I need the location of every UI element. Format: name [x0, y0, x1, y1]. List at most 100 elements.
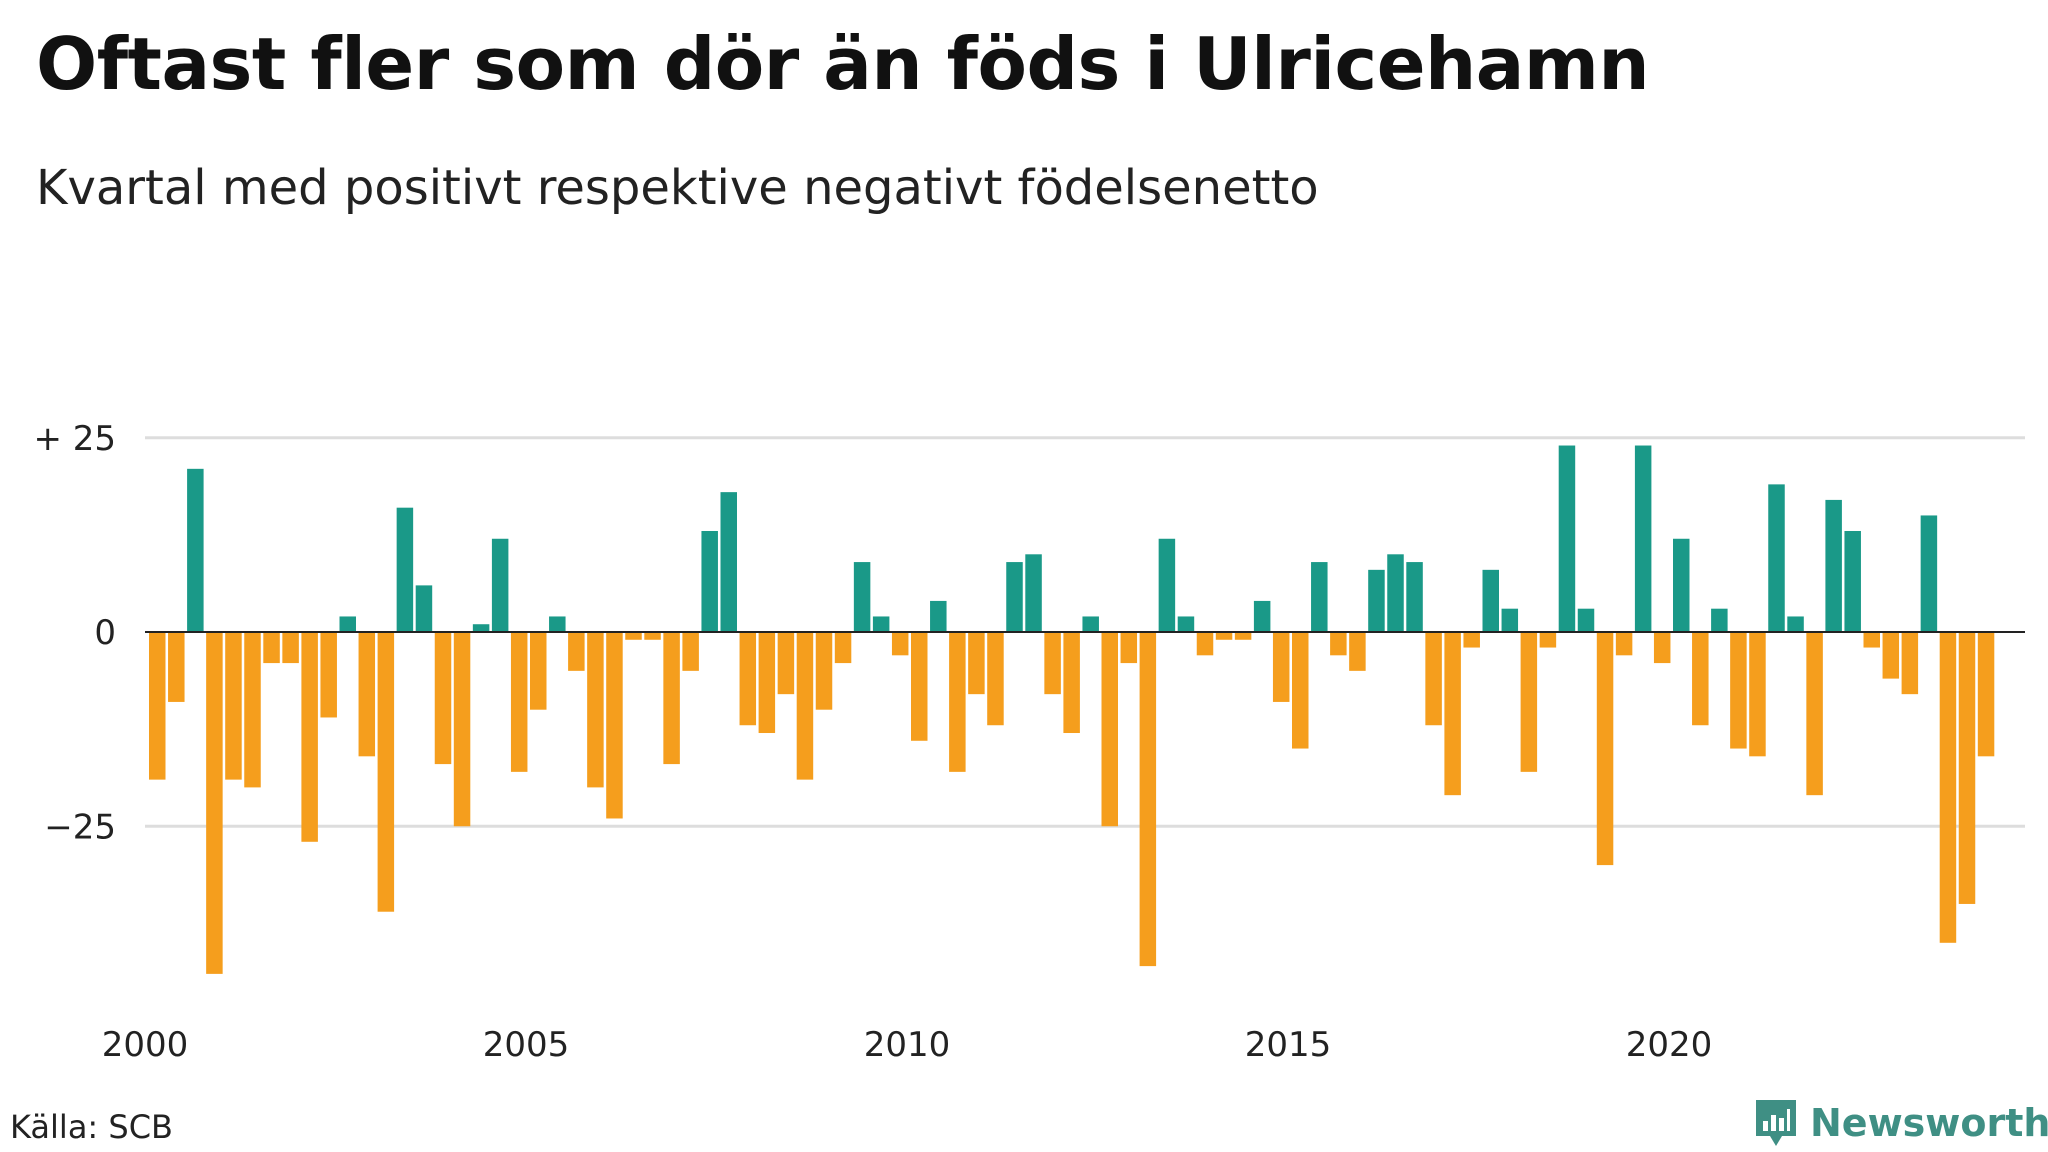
bar: [1387, 554, 1404, 632]
bar: [872, 616, 890, 632]
y-tick-label: + 25: [33, 419, 116, 459]
y-tick-label: −25: [44, 807, 116, 847]
bar: [1520, 632, 1538, 772]
bar: [263, 632, 280, 664]
bar: [434, 632, 452, 765]
bar: [587, 632, 604, 788]
bar: [282, 632, 299, 664]
bar: [510, 632, 528, 772]
bar: [358, 632, 376, 757]
bar: [1806, 632, 1823, 796]
bar: [396, 507, 414, 632]
bar: [1711, 608, 1728, 632]
bar: [1101, 632, 1118, 827]
x-tick-label: 2005: [483, 1025, 570, 1065]
bar: [949, 632, 966, 772]
brand-logo: Newsworthy: [1752, 1096, 2048, 1150]
bar: [1158, 538, 1176, 632]
brand-name: Newsworthy: [1810, 1101, 2048, 1145]
bar: [1139, 632, 1157, 967]
bar: [1863, 632, 1880, 648]
x-tick-label: 2000: [102, 1025, 189, 1065]
bar: [1825, 499, 1842, 632]
bar: [1253, 600, 1271, 632]
bar: [225, 632, 242, 780]
bar: [1596, 632, 1614, 866]
bar: [1768, 484, 1785, 632]
bar: [1082, 616, 1099, 632]
bar: [796, 632, 814, 780]
x-tick-label: 2015: [1245, 1025, 1332, 1065]
bar: [1463, 632, 1480, 648]
bar: [1653, 632, 1671, 664]
bar: [1692, 632, 1709, 726]
x-axis-ticks: 2000 2005 2010 2015 2020: [102, 1025, 1713, 1065]
chart-subtitle: Kvartal med positivt respektive negativt…: [36, 160, 1319, 216]
bar: [891, 632, 909, 656]
bar: [834, 632, 852, 664]
newsworthy-logo-icon: [1756, 1100, 1796, 1146]
bar: [530, 632, 547, 710]
bar: [1882, 632, 1900, 679]
bar: [1025, 554, 1042, 632]
bar: [1349, 632, 1366, 671]
bar: [663, 632, 680, 765]
bar: [911, 632, 928, 741]
bar: [1444, 632, 1461, 796]
bar: [415, 585, 433, 632]
bar: [1844, 530, 1861, 632]
bar: [720, 492, 737, 632]
bar: [1044, 632, 1061, 695]
bar: [1749, 632, 1766, 757]
bar: [1577, 608, 1595, 632]
bar: [187, 468, 204, 632]
chart-title: Oftast fler som dör än föds i Ulricehamn: [36, 22, 1650, 106]
bar: [701, 530, 718, 632]
bar: [1292, 632, 1309, 749]
bar: [320, 632, 337, 718]
bar: [1730, 632, 1747, 749]
bar: [1215, 632, 1233, 640]
bar: [1330, 632, 1347, 656]
bar: [1501, 608, 1519, 632]
bar: [1063, 632, 1080, 734]
bar: [1673, 538, 1690, 632]
bar: [606, 632, 623, 819]
bar: [1615, 632, 1633, 656]
bar: [1939, 632, 1957, 943]
bar: [1482, 569, 1499, 632]
bar: [777, 632, 795, 695]
bar: [1177, 616, 1195, 632]
bar: [1977, 632, 1995, 757]
x-tick-label: 2010: [864, 1025, 951, 1065]
bar: [149, 632, 166, 780]
bar: [472, 624, 490, 632]
bar: [377, 632, 395, 912]
bar: [549, 616, 566, 632]
bar: [815, 632, 833, 710]
bar: [1920, 515, 1938, 632]
bar: [625, 632, 642, 640]
bar: [491, 538, 509, 632]
bar: [1406, 562, 1423, 632]
bar: [1196, 632, 1214, 656]
bar: [1006, 562, 1023, 632]
bar: [168, 632, 185, 702]
bar: [301, 632, 318, 842]
bar: [568, 632, 585, 671]
x-tick-label: 2020: [1626, 1025, 1713, 1065]
bar: [644, 632, 661, 640]
bar: [1634, 445, 1652, 632]
bar: [1787, 616, 1804, 632]
bars-layer: [149, 445, 1995, 974]
bar: [1539, 632, 1557, 648]
bar: [853, 562, 871, 632]
bar: [453, 632, 471, 827]
bar: [339, 616, 356, 632]
bar: [1958, 632, 1976, 904]
bar: [1558, 445, 1576, 632]
bar: [1368, 569, 1385, 632]
bar: [244, 632, 261, 788]
bar: [1120, 632, 1138, 664]
y-tick-label: 0: [94, 613, 116, 653]
